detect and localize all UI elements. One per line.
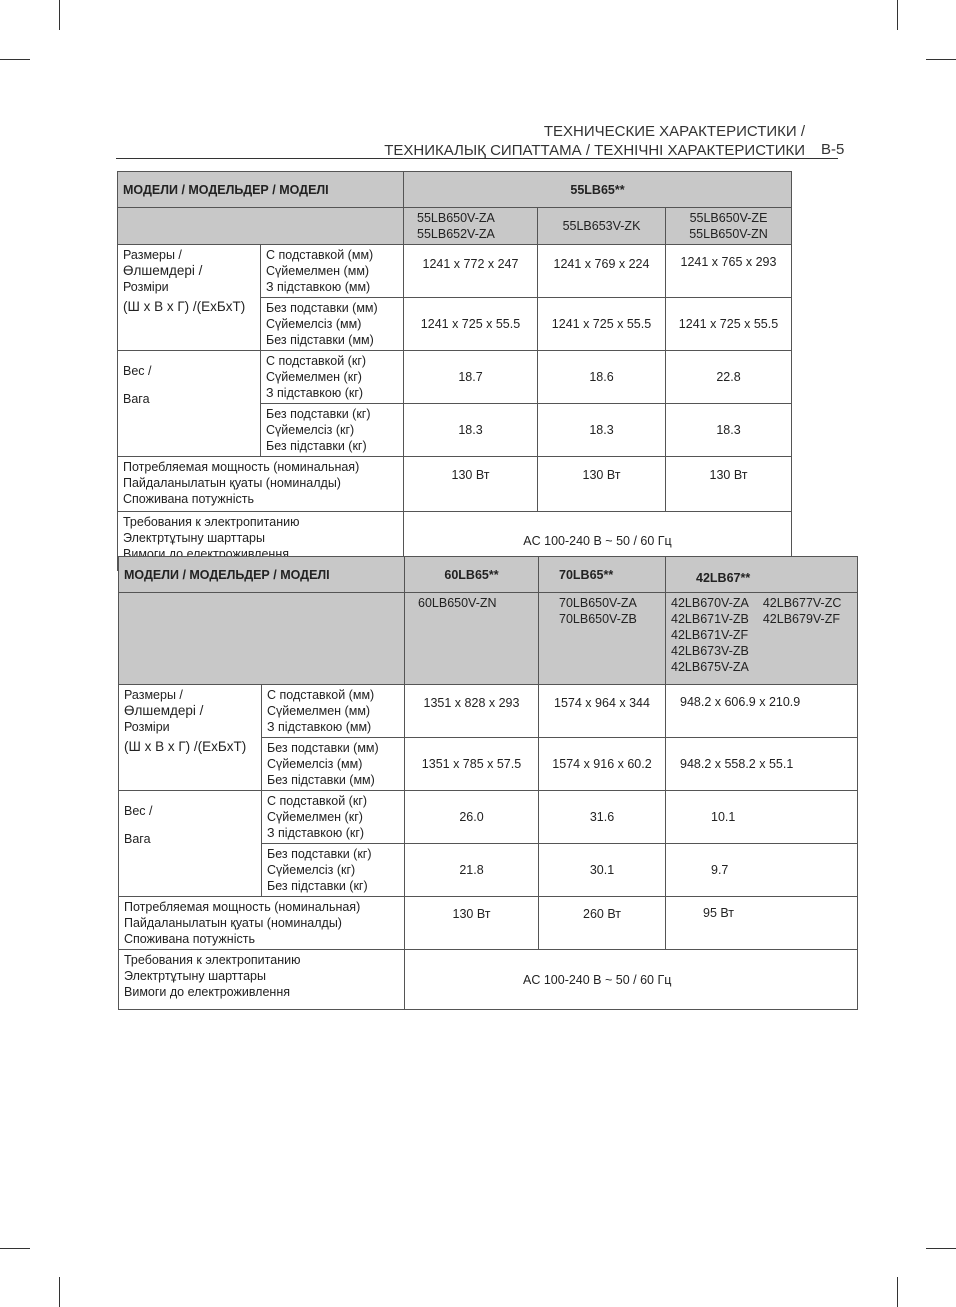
value-cell: 22.8 [665, 350, 792, 404]
series-header: 70LB65** [538, 556, 666, 593]
model-list: 55LB653V-ZK [537, 207, 666, 245]
value-cell: 1351 x 828 x 293 [404, 684, 539, 738]
value-cell: 1241 x 769 x 224 [537, 244, 666, 298]
value-cell: 1241 x 772 x 247 [403, 244, 538, 298]
value-cell: 130 Вт [404, 896, 539, 950]
crop-mark [897, 1277, 898, 1307]
weight-label: Вес / Вага [118, 790, 262, 897]
value-cell: 21.8 [404, 843, 539, 897]
section-title-line1: ТЕХНИЧЕСКИЕ ХАРАКТЕРИСТИКИ / [543, 123, 805, 140]
value-cell: 26.0 [404, 790, 539, 844]
value-cell: 948.2 x 606.9 x 210.9 [665, 684, 858, 738]
without-stand-kg-label: Без подставки (кг) Сүйемелсіз (кг) Без під… [260, 403, 404, 457]
crop-mark [59, 0, 60, 30]
value-cell: 1351 x 785 x 57.5 [404, 737, 539, 791]
crop-mark [897, 0, 898, 30]
value-cell: 260 Вт [538, 896, 666, 950]
model-list: 55LB650V-ZA 55LB652V-ZA [403, 207, 538, 245]
series-header: 60LB65** [404, 556, 539, 593]
section-title-line2: ТЕХНИКАЛЫҚ СИПАТТАМА / ТЕХНІЧНІ ХАРАКТЕР… [384, 142, 805, 159]
crop-mark [926, 59, 956, 60]
model-list: 55LB650V-ZE 55LB650V-ZN [665, 207, 792, 245]
crop-mark [0, 1248, 30, 1249]
page-number: B-5 [821, 141, 845, 158]
size-label: Размеры / Өлшемдері / Розміри (Ш x В x Г) /… [118, 684, 262, 791]
value-cell: 18.6 [537, 350, 666, 404]
value-cell: 18.3 [537, 403, 666, 457]
value-cell: 130 Вт [665, 456, 792, 512]
model-list: 42LB670V-ZA 42LB671V-ZB 42LB671V-ZF 42LB… [665, 592, 858, 685]
value-cell: 18.3 [665, 403, 792, 457]
value-cell: 1574 x 964 x 344 [538, 684, 666, 738]
without-stand-mm-label: Без подставки (мм) Сүйемелсіз (мм) Без під… [260, 297, 404, 351]
value-cell: 1241 x 725 x 55.5 [665, 297, 792, 351]
value-cell: 10.1 [665, 790, 858, 844]
value-cell: 130 Вт [403, 456, 538, 512]
supply-value: AC 100-240 В ~ 50 / 60 Гц [404, 949, 858, 1010]
value-cell: 1241 x 765 x 293 [665, 244, 792, 298]
value-cell: 18.7 [403, 350, 538, 404]
value-cell: 95 Вт [665, 896, 858, 950]
crop-mark [59, 1277, 60, 1307]
supply-label: Требования к электропитанию Электртұтыну … [118, 949, 405, 1010]
without-stand-mm-label: Без подставки (мм) Сүйемелсіз (мм) Без під… [261, 737, 405, 791]
models-header: МОДЕЛИ / МОДЕЛЬДЕР / МОДЕЛІ [117, 171, 404, 208]
value-cell: 9.7 [665, 843, 858, 897]
size-label: Размеры / Өлшемдері / Розміри (Ш x В x Г) /… [117, 244, 261, 351]
without-stand-kg-label: Без подставки (кг) Сүйемелсіз (кг) Без під… [261, 843, 405, 897]
weight-label: Вес / Вага [117, 350, 261, 457]
series-header: 42LB67** [665, 556, 858, 593]
power-label: Потребляемая мощность (номинальная) Пайда… [118, 896, 405, 950]
model-list: 60LB650V-ZN [404, 592, 539, 685]
spec-table-60-70-42: МОДЕЛИ / МОДЕЛЬДЕР / МОДЕЛІ 60LB65** 70L… [118, 556, 858, 1010]
value-cell: 1241 x 725 x 55.5 [403, 297, 538, 351]
crop-mark [926, 1248, 956, 1249]
value-cell: 18.3 [403, 403, 538, 457]
spec-table-55: МОДЕЛИ / МОДЕЛЬДЕР / МОДЕЛІ 55LB65** 55L… [117, 171, 792, 571]
header-rule [116, 158, 838, 159]
value-cell: 130 Вт [537, 456, 666, 512]
with-stand-mm-label: С подставкой (мм) Сүйемелмен (мм) З підста… [260, 244, 404, 298]
value-cell: 31.6 [538, 790, 666, 844]
with-stand-kg-label: С подставкой (кг) Сүйемелмен (кг) З підста… [260, 350, 404, 404]
with-stand-kg-label: С подставкой (кг) Сүйемелмен (кг) З підста… [261, 790, 405, 844]
model-list: 70LB650V-ZA 70LB650V-ZB [538, 592, 666, 685]
value-cell: 1574 x 916 x 60.2 [538, 737, 666, 791]
models-header: МОДЕЛИ / МОДЕЛЬДЕР / МОДЕЛІ [118, 556, 405, 593]
series-header: 55LB65** [403, 171, 792, 208]
value-cell: 30.1 [538, 843, 666, 897]
with-stand-mm-label: С подставкой (мм) Сүйемелмен (мм) З підста… [261, 684, 405, 738]
value-cell: 1241 x 725 x 55.5 [537, 297, 666, 351]
value-cell: 948.2 x 558.2 x 55.1 [665, 737, 858, 791]
crop-mark [0, 59, 30, 60]
power-label: Потребляемая мощность (номинальная) Пайда… [117, 456, 404, 512]
